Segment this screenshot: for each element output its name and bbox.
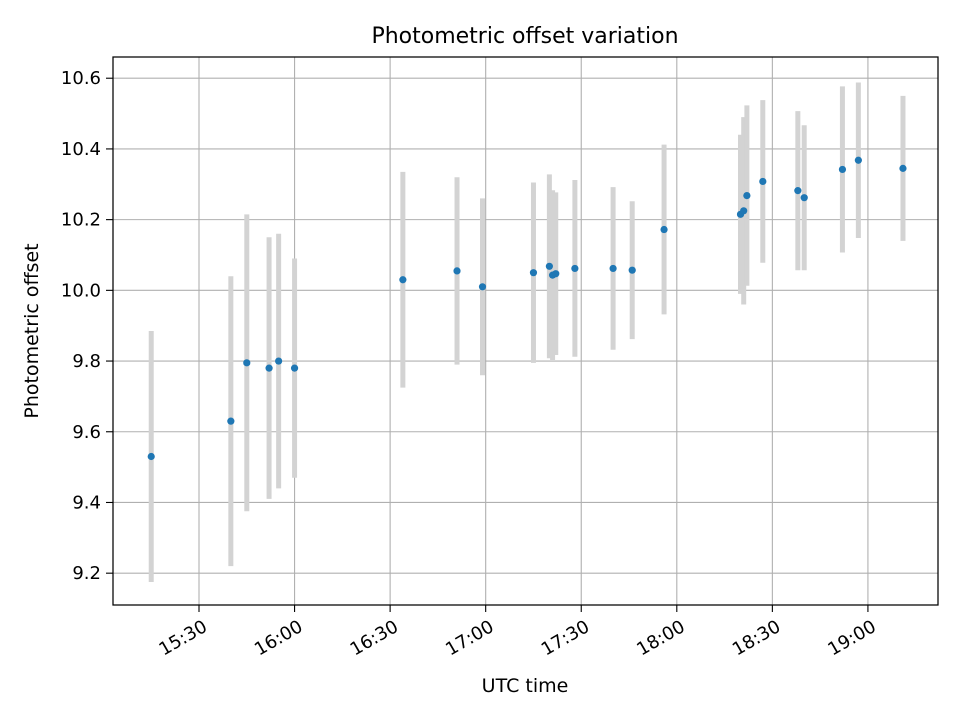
y-tick-label: 9.8 xyxy=(72,351,101,372)
x-tick-label: 15:30 xyxy=(155,616,210,660)
data-point xyxy=(740,207,748,215)
y-tick-label: 10.2 xyxy=(61,210,101,231)
data-point xyxy=(660,225,668,234)
data-point xyxy=(794,187,802,195)
data-point xyxy=(800,194,808,202)
chart-title: Photometric offset variation xyxy=(371,24,678,49)
x-axis-label: UTC time xyxy=(482,675,569,697)
data-point xyxy=(571,264,579,273)
data-point xyxy=(838,165,847,174)
data-point xyxy=(243,359,251,367)
data-point xyxy=(275,357,283,365)
y-tick-label: 9.4 xyxy=(72,492,101,513)
x-axis-ticks: 15:30 16:00 16:30 17:00 17:30 18:00 18:30 19:00 xyxy=(155,605,880,660)
data-point xyxy=(453,267,461,275)
x-tick-label: 17:30 xyxy=(538,616,593,660)
data-point xyxy=(854,156,862,164)
grid xyxy=(113,57,938,605)
y-tick-label: 10.6 xyxy=(61,68,101,89)
data-point xyxy=(399,276,407,284)
x-tick-label: 16:30 xyxy=(347,616,402,660)
y-tick-label: 10.0 xyxy=(61,280,101,301)
data-point xyxy=(628,266,636,274)
data-point xyxy=(759,177,767,186)
data-point xyxy=(899,164,907,172)
y-tick-label: 9.6 xyxy=(72,422,101,443)
y-axis-label: Photometric offset xyxy=(21,243,43,418)
data-point xyxy=(545,262,553,270)
y-tick-label: 9.2 xyxy=(72,563,101,584)
data-point xyxy=(290,364,299,372)
data-point xyxy=(529,269,538,277)
x-tick-label: 16:00 xyxy=(251,616,306,660)
x-tick-label: 18:30 xyxy=(729,616,784,660)
x-tick-label: 17:00 xyxy=(442,616,497,660)
data-point xyxy=(743,191,751,200)
data-point xyxy=(552,270,560,278)
y-axis-ticks: 9.2 9.4 9.6 9.8 10.0 10.2 10.4 10.6 xyxy=(61,68,113,584)
data-point xyxy=(227,417,235,425)
data-point xyxy=(147,452,155,461)
x-tick-label: 19:00 xyxy=(824,616,879,660)
error-bars xyxy=(148,82,906,583)
y-tick-label: 10.4 xyxy=(61,139,101,160)
x-tick-label: 18:00 xyxy=(633,616,688,660)
plot-area-frame xyxy=(112,56,939,606)
data-point xyxy=(609,264,617,273)
data-point xyxy=(478,283,487,291)
data-point xyxy=(265,364,273,372)
data-points xyxy=(147,156,907,461)
